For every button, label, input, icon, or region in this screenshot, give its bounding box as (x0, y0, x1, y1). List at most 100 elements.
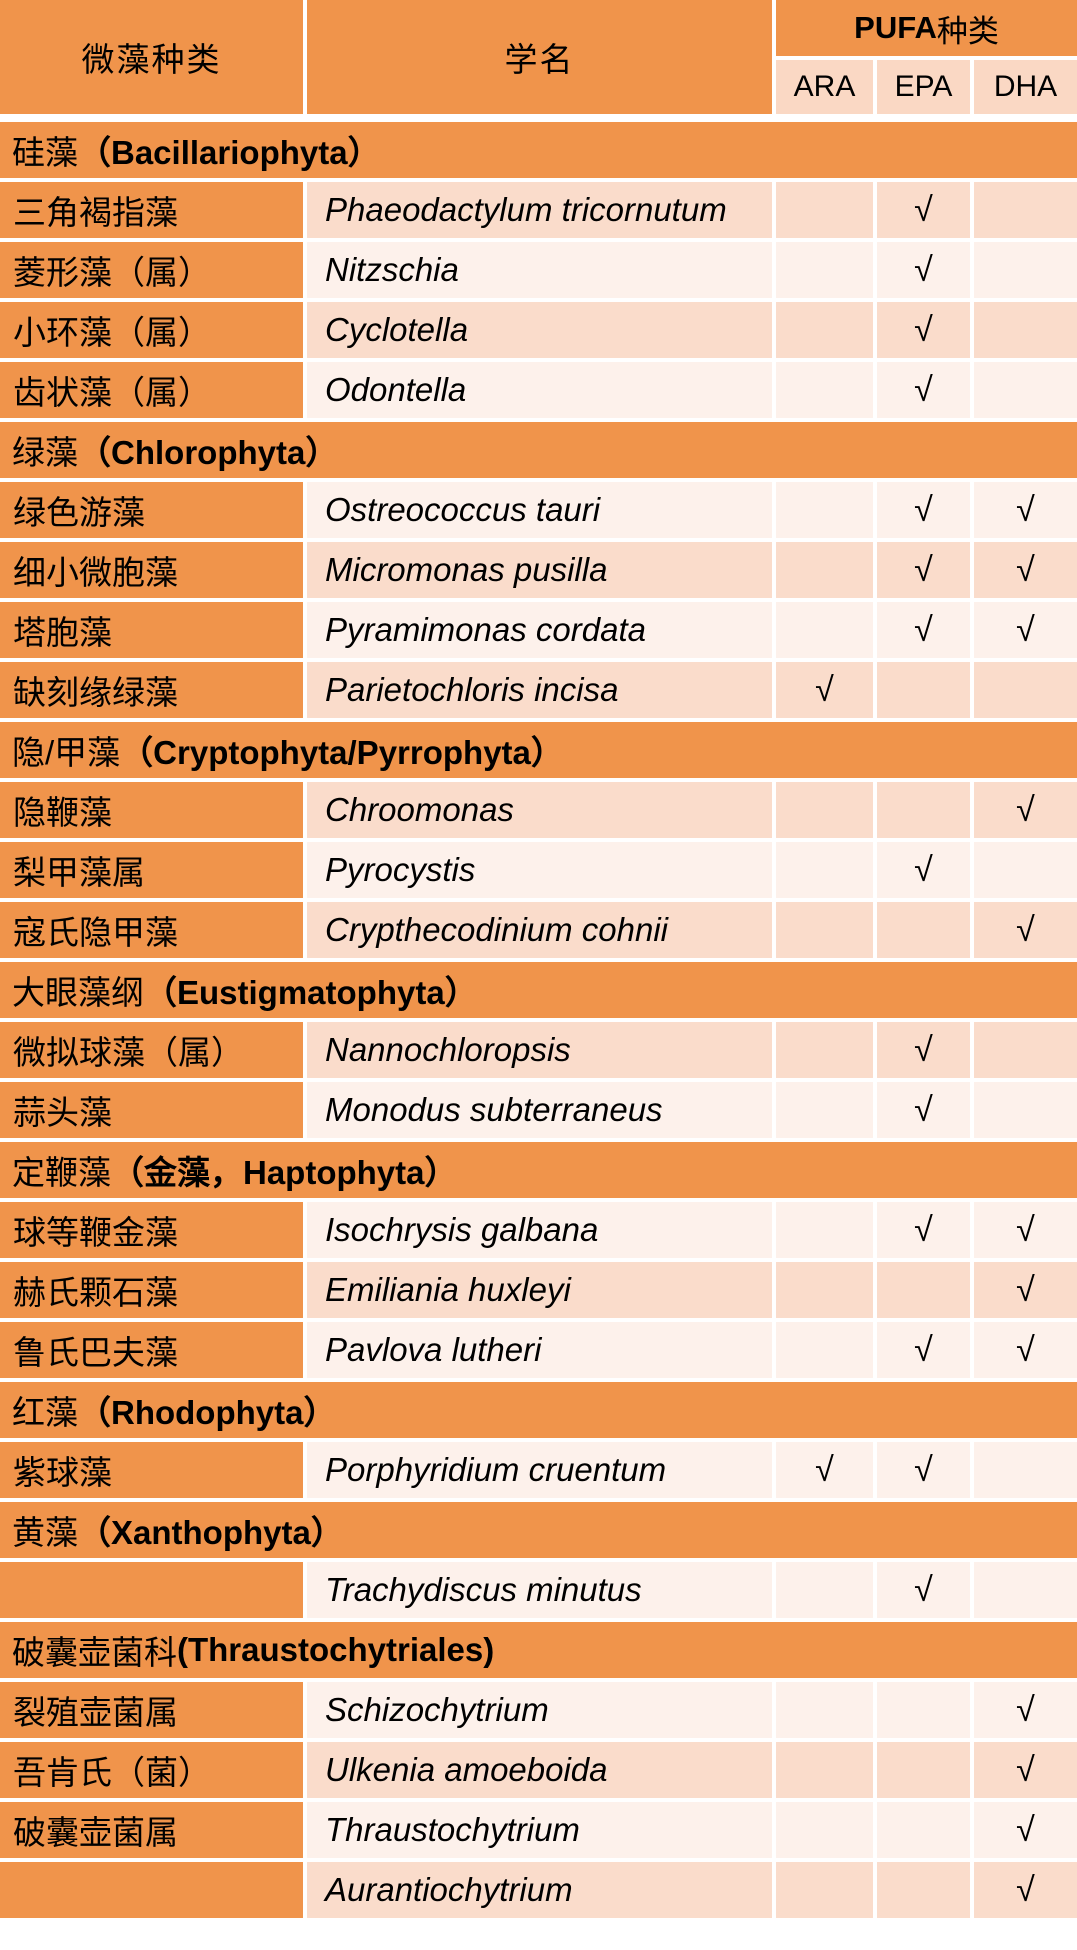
check-mark: √ (1016, 1810, 1035, 1849)
epa-check-cell (877, 1262, 970, 1318)
ara-check-cell (776, 482, 873, 538)
latin-name-cell: Chroomonas (307, 782, 772, 838)
epa-check-cell (877, 782, 970, 838)
species-name-cell: 紫球藻 (0, 1442, 303, 1498)
header-pufa-col-epa: EPA (877, 60, 970, 114)
table-row: 鲁氏巴夫藻 Pavlova lutheri √ √ (0, 1322, 1077, 1378)
section-label-latin: （金藻，Haptophyta） (111, 1154, 458, 1191)
ara-check-cell (776, 1082, 873, 1138)
section-label-latin: （Bacillariophyta） (78, 134, 381, 171)
check-mark: √ (1016, 1270, 1035, 1309)
latin-name-cell: Ostreococcus tauri (307, 482, 772, 538)
dha-check-cell (974, 1082, 1077, 1138)
section-label-latin: (Thraustochytriales) (177, 1631, 495, 1668)
ara-check-cell (776, 1022, 873, 1078)
section-row: 大眼藻纲 （Eustigmatophyta） (0, 962, 1077, 1018)
table-row: 隐鞭藻 Chroomonas √ (0, 782, 1077, 838)
table-row: 紫球藻 Porphyridium cruentum √ √ (0, 1442, 1077, 1498)
ara-check-cell (776, 542, 873, 598)
pufa-title-zh: 种类 (936, 13, 999, 49)
ara-check-cell (776, 602, 873, 658)
epa-check-cell (877, 1862, 970, 1918)
table-row: 齿状藻（属） Odontella √ (0, 362, 1077, 418)
table-row: 吾肯氏（菌） Ulkenia amoeboida √ (0, 1742, 1077, 1798)
check-mark: √ (914, 1210, 933, 1249)
section-row: 隐/甲藻 （Cryptophyta/Pyrrophyta） (0, 722, 1077, 778)
epa-check-cell: √ (877, 1322, 970, 1378)
table-row: 裂殖壶菌属 Schizochytrium √ (0, 1682, 1077, 1738)
ara-check-cell (776, 1262, 873, 1318)
dha-check-cell (974, 842, 1077, 898)
latin-name-cell: Micromonas pusilla (307, 542, 772, 598)
header-pufa-subcolumns: ARA EPA DHA (776, 60, 1077, 114)
species-name-cell: 细小微胞藻 (0, 542, 303, 598)
epa-check-cell: √ (877, 1202, 970, 1258)
dha-check-cell (974, 302, 1077, 358)
latin-name-cell: Thraustochytrium (307, 1802, 772, 1858)
table-row: 小环藻（属） Cyclotella √ (0, 302, 1077, 358)
dha-check-cell: √ (974, 1262, 1077, 1318)
section-row: 红藻 （Rhodophyta） (0, 1382, 1077, 1438)
table-row: 破囊壶菌属 Thraustochytrium √ (0, 1802, 1077, 1858)
epa-check-cell: √ (877, 602, 970, 658)
species-name-cell: 赫氏颗石藻 (0, 1262, 303, 1318)
species-name-cell (0, 1862, 303, 1918)
check-mark: √ (1016, 1330, 1035, 1369)
section-label: 红藻 （Rhodophyta） (0, 1382, 1077, 1438)
ara-check-cell (776, 1802, 873, 1858)
species-name-cell: 三角褐指藻 (0, 182, 303, 238)
section-label-zh: 大眼藻纲 (12, 974, 144, 1011)
epa-check-cell: √ (877, 1082, 970, 1138)
section-label-zh: 黄藻 (12, 1514, 78, 1551)
section-label-zh: 隐/甲藻 (12, 734, 121, 771)
header-pufa-group: PUFA 种类 ARA EPA DHA (776, 0, 1077, 114)
ara-check-cell: √ (776, 1442, 873, 1498)
dha-check-cell: √ (974, 782, 1077, 838)
section-label: 硅藻 （Bacillariophyta） (0, 122, 1077, 178)
species-name-cell: 裂殖壶菌属 (0, 1682, 303, 1738)
ara-check-cell (776, 362, 873, 418)
species-name-cell: 寇氏隐甲藻 (0, 902, 303, 958)
section-row: 黄藻 （Xanthophyta） (0, 1502, 1077, 1558)
dha-check-cell: √ (974, 1862, 1077, 1918)
latin-name-cell: Parietochloris incisa (307, 662, 772, 718)
dha-check-cell (974, 1442, 1077, 1498)
section-label: 黄藻 （Xanthophyta） (0, 1502, 1077, 1558)
check-mark: √ (1016, 490, 1035, 529)
section-label-zh: 定鞭藻 (12, 1154, 111, 1191)
dha-check-cell (974, 182, 1077, 238)
table-row: Aurantiochytrium √ (0, 1862, 1077, 1918)
check-mark: √ (914, 550, 933, 589)
dha-check-cell: √ (974, 1322, 1077, 1378)
species-name-cell: 隐鞭藻 (0, 782, 303, 838)
species-name-cell: 菱形藻（属） (0, 242, 303, 298)
species-name-cell (0, 1562, 303, 1618)
latin-name-cell: Aurantiochytrium (307, 1862, 772, 1918)
header-pufa-col-ara: ARA (776, 60, 873, 114)
table-row: 缺刻缘绿藻 Parietochloris incisa √ (0, 662, 1077, 718)
latin-name-cell: Cyclotella (307, 302, 772, 358)
table-row: 寇氏隐甲藻 Crypthecodinium cohnii √ (0, 902, 1077, 958)
section-row: 硅藻 （Bacillariophyta） (0, 122, 1077, 178)
check-mark: √ (1016, 610, 1035, 649)
epa-check-cell (877, 1742, 970, 1798)
latin-name-cell: Pyrocystis (307, 842, 772, 898)
check-mark: √ (914, 190, 933, 229)
section-label-latin: （Rhodophyta） (78, 1394, 337, 1431)
header-pufa-title: PUFA 种类 (776, 0, 1077, 56)
latin-name-cell: Pyramimonas cordata (307, 602, 772, 658)
check-mark: √ (914, 610, 933, 649)
species-name-cell: 小环藻（属） (0, 302, 303, 358)
check-mark: √ (914, 1450, 933, 1489)
table-row: 赫氏颗石藻 Emiliania huxleyi √ (0, 1262, 1077, 1318)
latin-name-cell: Phaeodactylum tricornutum (307, 182, 772, 238)
ara-check-cell (776, 1742, 873, 1798)
ara-check-cell (776, 242, 873, 298)
ara-check-cell (776, 782, 873, 838)
species-name-cell: 破囊壶菌属 (0, 1802, 303, 1858)
section-label: 大眼藻纲 （Eustigmatophyta） (0, 962, 1077, 1018)
table-header-row: 微藻种类 学名 PUFA 种类 ARA EPA DHA (0, 0, 1077, 114)
epa-check-cell: √ (877, 1562, 970, 1618)
table-row: 微拟球藻（属） Nannochloropsis √ (0, 1022, 1077, 1078)
